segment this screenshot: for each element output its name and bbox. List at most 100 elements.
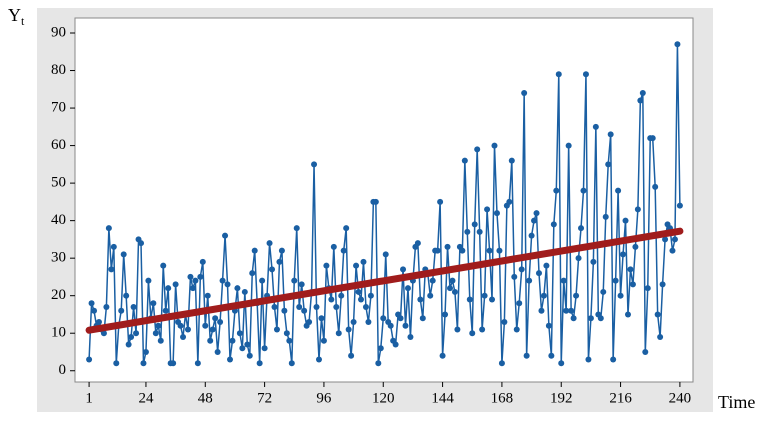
data-point	[180, 333, 187, 340]
y-tick-label: 70	[51, 99, 66, 115]
data-point	[251, 247, 258, 254]
data-point	[160, 262, 167, 269]
data-point	[189, 285, 196, 292]
data-point	[585, 356, 592, 363]
data-point	[229, 337, 236, 344]
data-point	[590, 258, 597, 265]
data-point	[365, 318, 372, 325]
data-point	[407, 333, 414, 340]
data-point	[419, 315, 426, 322]
data-point	[313, 303, 320, 310]
data-point	[209, 326, 216, 333]
data-point	[676, 202, 683, 209]
data-point	[320, 337, 327, 344]
data-point	[484, 206, 491, 213]
data-point	[662, 236, 669, 243]
data-point	[340, 247, 347, 254]
data-point	[194, 360, 201, 367]
x-tick-label: 240	[669, 390, 692, 406]
data-point	[560, 277, 567, 284]
data-point	[86, 356, 93, 363]
data-point	[157, 337, 164, 344]
data-point	[575, 255, 582, 262]
x-tick-label: 72	[257, 390, 272, 406]
data-point	[330, 243, 337, 250]
data-point	[578, 225, 585, 232]
data-point	[256, 360, 263, 367]
data-point	[345, 326, 352, 333]
data-point	[674, 41, 681, 48]
data-point	[400, 266, 407, 273]
x-tick-label: 48	[198, 390, 213, 406]
data-point	[261, 345, 268, 352]
data-point	[565, 142, 572, 149]
data-point	[283, 330, 290, 337]
data-point	[204, 292, 211, 299]
data-point	[276, 258, 283, 265]
data-point	[353, 262, 360, 269]
data-point	[244, 341, 251, 348]
data-point	[533, 210, 540, 217]
data-point	[241, 288, 248, 295]
data-point	[563, 307, 570, 314]
data-point	[375, 360, 382, 367]
data-point	[632, 243, 639, 250]
data-point	[123, 292, 130, 299]
y-label-base: Y	[8, 5, 21, 25]
data-point	[155, 322, 162, 329]
data-point	[105, 225, 112, 232]
data-point	[652, 183, 659, 190]
data-point	[355, 288, 362, 295]
data-point	[130, 303, 137, 310]
data-point	[516, 300, 523, 307]
data-point	[217, 318, 224, 325]
y-label-sub: t	[21, 14, 25, 28]
data-point	[535, 270, 542, 277]
data-point	[360, 258, 367, 265]
data-point	[447, 285, 454, 292]
data-point	[434, 247, 441, 254]
data-point	[288, 360, 295, 367]
data-point	[454, 326, 461, 333]
data-point	[207, 337, 214, 344]
data-point	[249, 270, 256, 277]
data-point	[607, 131, 614, 138]
y-tick-label: 40	[51, 212, 66, 228]
x-tick-label: 168	[491, 390, 514, 406]
data-point	[637, 97, 644, 104]
data-point	[600, 288, 607, 295]
data-point	[506, 198, 513, 205]
data-point	[192, 277, 199, 284]
data-point	[172, 281, 179, 288]
data-point	[449, 277, 456, 284]
data-point	[479, 326, 486, 333]
x-tick-label: 1	[85, 390, 93, 406]
data-point	[570, 315, 577, 322]
data-point	[531, 217, 538, 224]
data-point	[657, 333, 664, 340]
data-point	[380, 315, 387, 322]
data-point	[343, 225, 350, 232]
data-point	[580, 187, 587, 194]
data-point	[491, 142, 498, 149]
data-point	[481, 292, 488, 299]
data-point	[236, 330, 243, 337]
data-point	[417, 296, 424, 303]
data-point	[278, 247, 285, 254]
data-point	[627, 266, 634, 273]
y-tick-label: 50	[51, 175, 66, 191]
data-point	[493, 210, 500, 217]
data-point	[118, 307, 125, 314]
data-point	[350, 318, 357, 325]
data-point	[612, 277, 619, 284]
y-tick-label: 0	[59, 362, 67, 378]
data-point	[451, 288, 458, 295]
data-point	[587, 315, 594, 322]
data-point	[311, 161, 318, 168]
y-tick-label: 80	[51, 62, 66, 78]
data-point	[659, 281, 666, 288]
data-point	[518, 266, 525, 273]
data-point	[333, 303, 340, 310]
data-point	[273, 326, 280, 333]
